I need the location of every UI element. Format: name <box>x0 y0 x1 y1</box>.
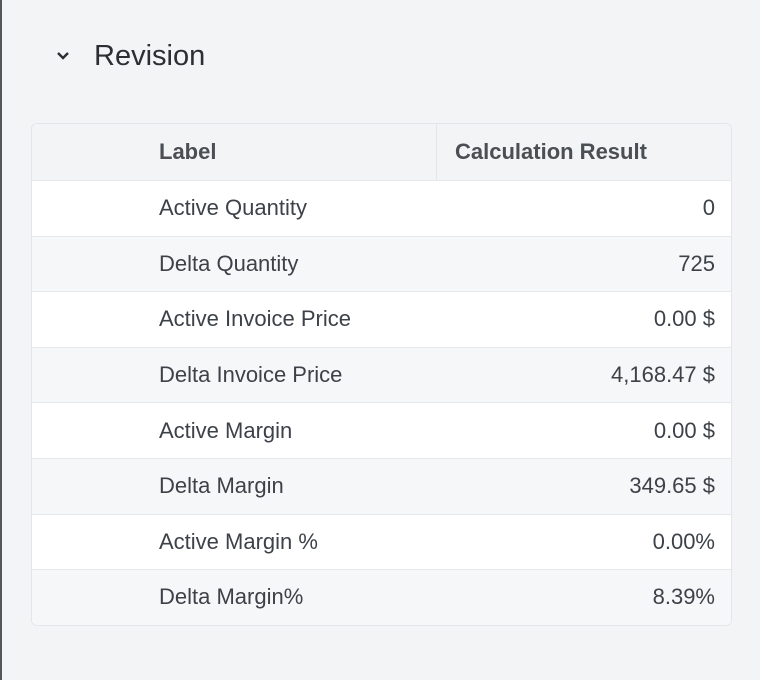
row-value: 8.39% <box>652 584 715 610</box>
row-value: 0.00% <box>652 528 715 554</box>
table-row: Active Margin % 0.00% <box>32 513 731 570</box>
table-header: Label Calculation Result <box>32 124 731 180</box>
panel-border <box>0 0 2 680</box>
row-label: Delta Margin <box>159 473 284 499</box>
table-row: Delta Invoice Price 4,168.47 $ <box>32 346 731 403</box>
row-label: Active Invoice Price <box>159 306 351 332</box>
row-value: 725 <box>678 250 715 276</box>
revision-section-toggle[interactable]: Revision <box>52 34 205 78</box>
table-row: Delta Quantity 725 <box>32 235 731 292</box>
row-value: 0.00 $ <box>653 306 715 332</box>
table-row: Active Quantity 0 <box>32 180 731 236</box>
row-value: 0.00 $ <box>653 417 715 443</box>
column-header-label[interactable]: Label <box>159 139 217 164</box>
revision-table: Label Calculation Result Active Quantity… <box>31 123 732 626</box>
table-row: Delta Margin% 8.39% <box>32 569 731 625</box>
row-value: 4,168.47 $ <box>611 362 715 388</box>
row-label: Active Margin <box>159 417 293 443</box>
table-row: Delta Margin 349.65 $ <box>32 457 731 514</box>
row-label: Active Quantity <box>159 195 307 221</box>
table-row: Active Margin 0.00 $ <box>32 402 731 458</box>
column-header-result[interactable]: Calculation Result <box>436 124 731 180</box>
table-row: Active Invoice Price 0.00 $ <box>32 291 731 347</box>
row-label: Delta Margin% <box>159 584 304 610</box>
row-label: Active Margin % <box>159 528 318 554</box>
row-value: 349.65 $ <box>629 473 715 499</box>
row-label: Delta Quantity <box>159 250 299 276</box>
section-title: Revision <box>94 39 206 72</box>
row-label: Delta Invoice Price <box>159 362 343 388</box>
row-value: 0 <box>702 195 715 221</box>
chevron-down-icon[interactable] <box>52 45 74 67</box>
